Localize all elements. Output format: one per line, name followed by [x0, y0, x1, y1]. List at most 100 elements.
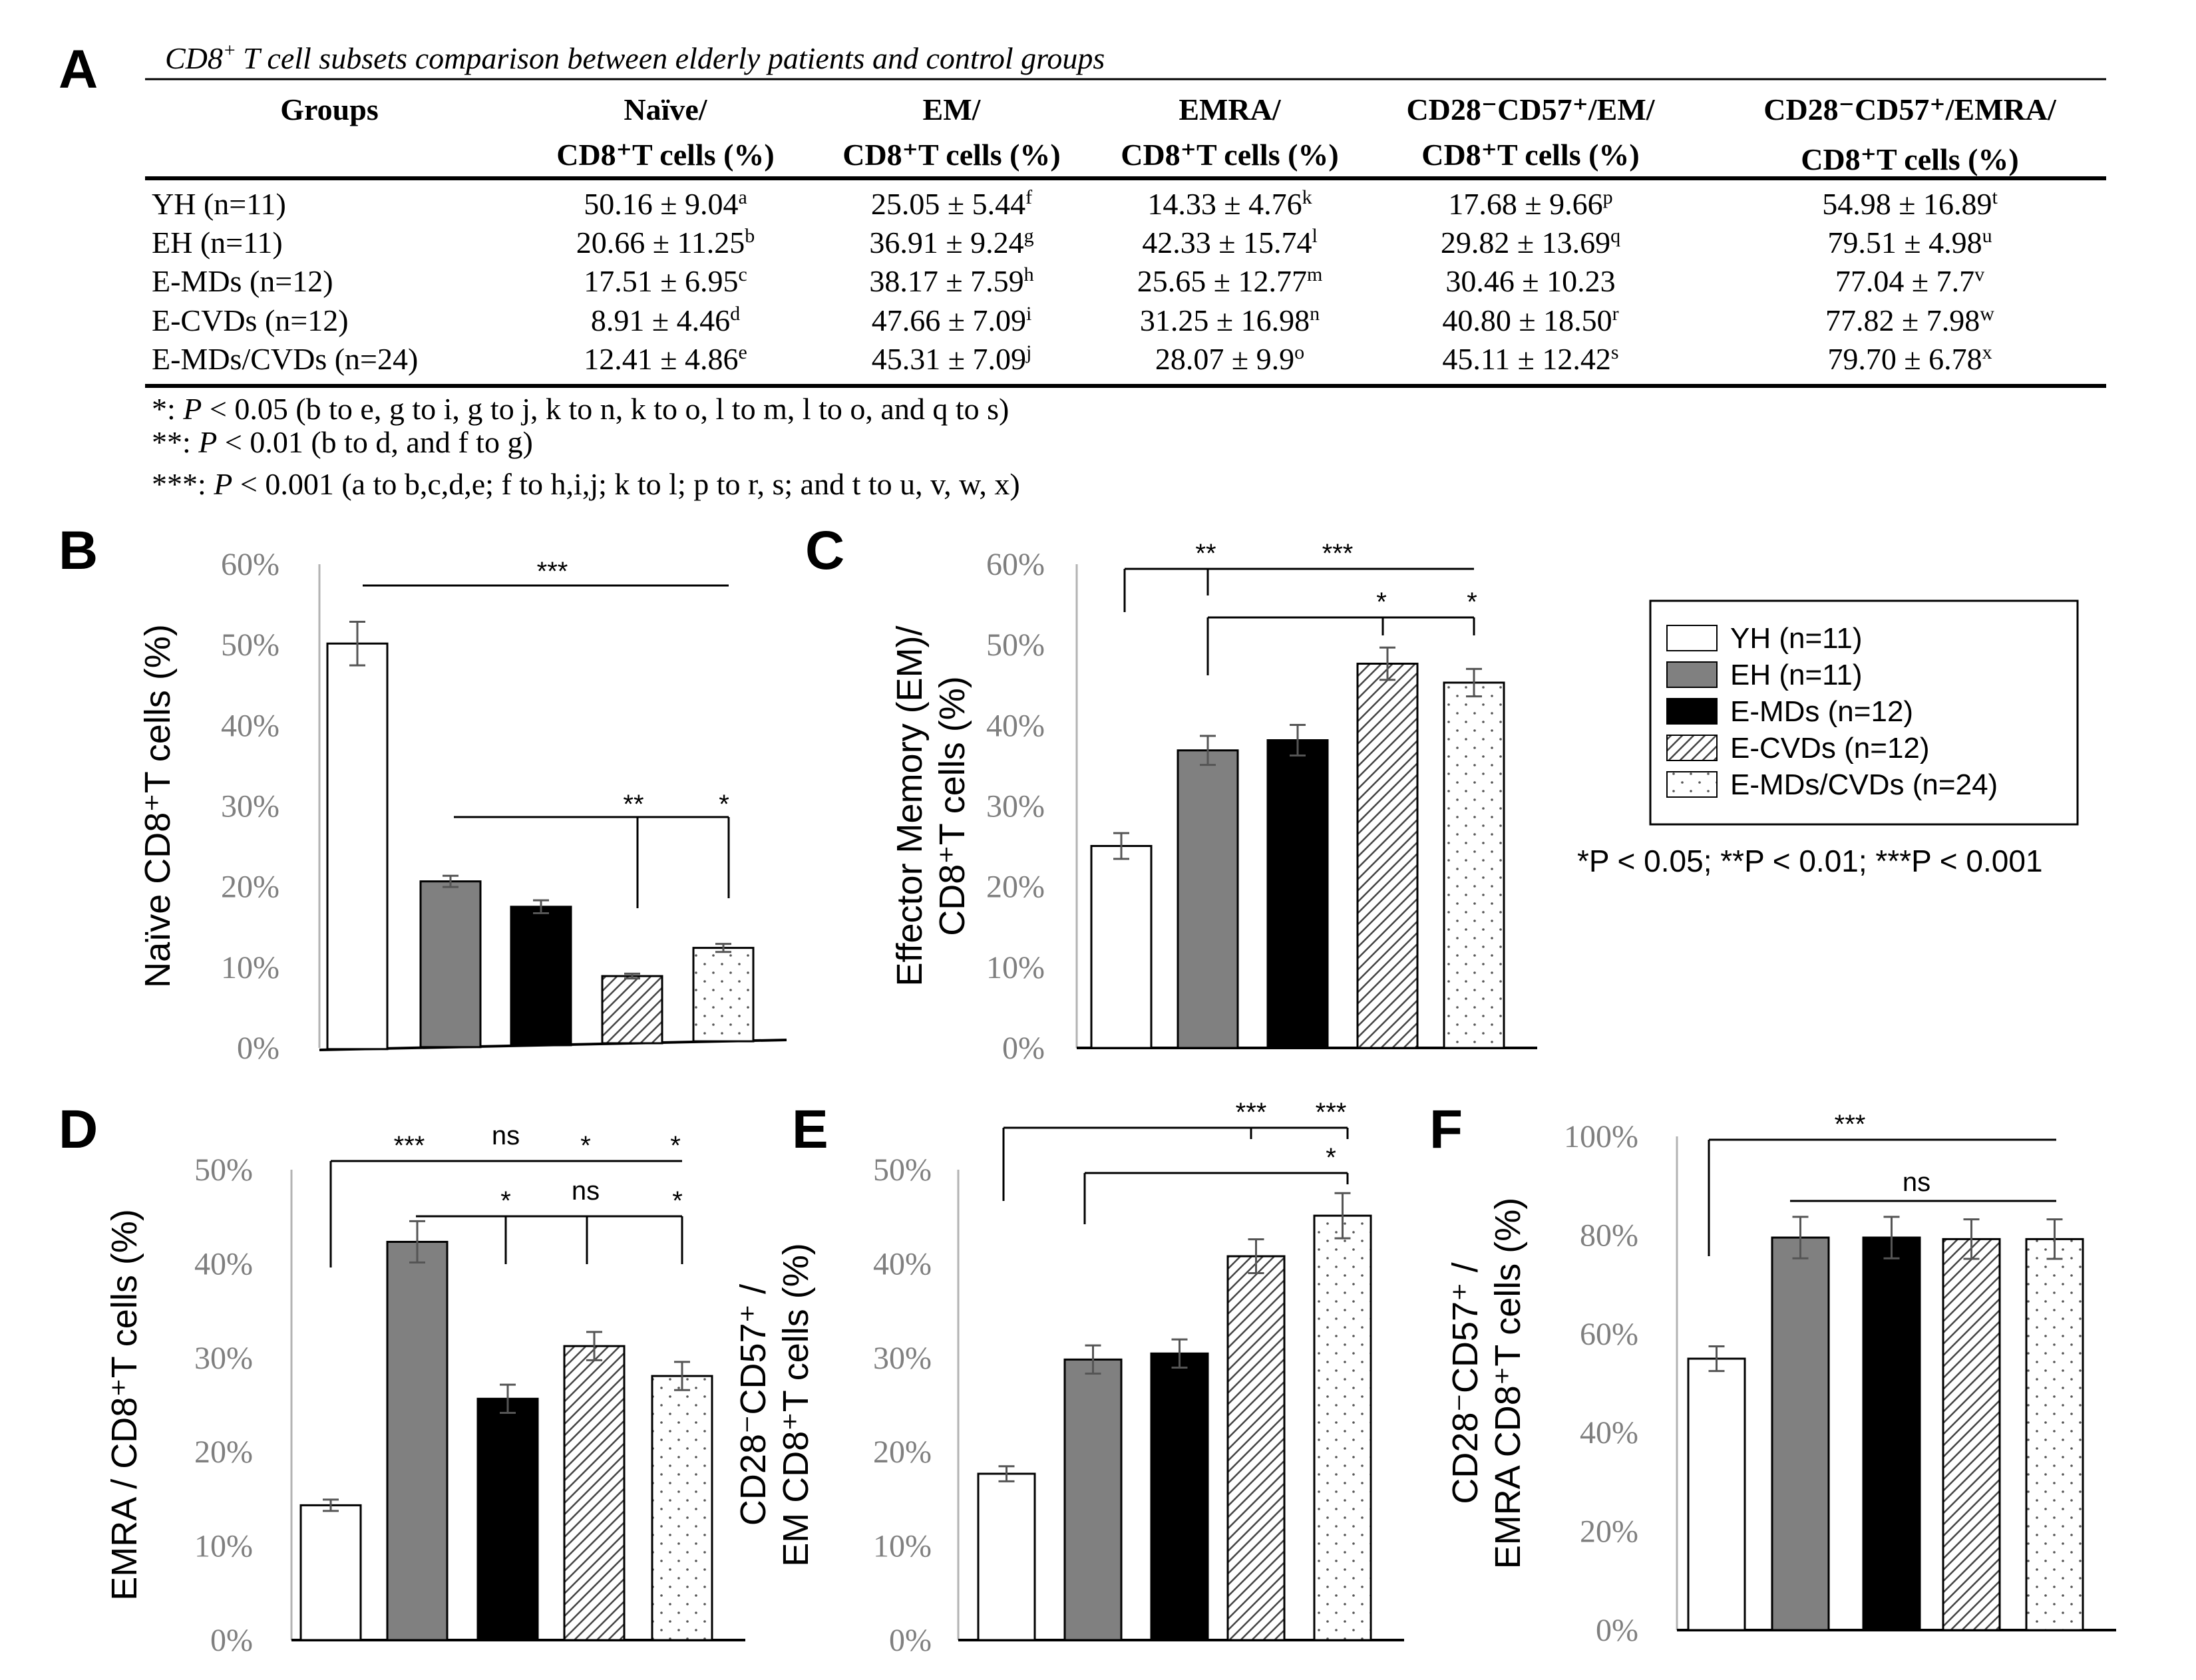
legend-swatch: [1666, 661, 1718, 688]
sig-c-2: ***: [1322, 539, 1354, 568]
bar-d-4: [563, 1345, 626, 1641]
y-axis-title: CD28⁻CD57⁺ /EM CD8⁺T cells (%): [733, 1243, 816, 1567]
table-cell: 38.17 ± 7.59h: [869, 263, 1033, 298]
y-tick-label: 0%: [210, 1623, 253, 1658]
chart-emra: 0% 10% 20% 30% 40% 50% EMRA / CD8⁺T cells (%): [104, 1152, 745, 1658]
y-tick-label: 10%: [986, 950, 1045, 985]
table-header: Groups Naïve/ CD8⁺T cells (%) EM/ CD8⁺T …: [280, 92, 2057, 176]
table-cell: 45.11 ± 12.42s: [1442, 341, 1618, 376]
table-cell: 40.80 ± 18.50r: [1442, 303, 1618, 337]
table-cell: 79.51 ± 4.98u: [1827, 225, 1992, 259]
bar-c-5: [1443, 681, 1505, 1049]
y-tick-label: 20%: [1580, 1514, 1638, 1550]
sig-d-1: ***: [394, 1131, 425, 1160]
table-cell: 45.31 ± 7.09j: [872, 341, 1032, 376]
table-cell: 25.65 ± 12.77m: [1137, 263, 1323, 298]
legend-label: E-MDs/CVDs (n=24): [1730, 768, 1998, 801]
table-cell: 54.98 ± 16.89t: [1822, 186, 1998, 221]
table-cell: 36.91 ± 9.24g: [869, 225, 1033, 259]
sig-b-1: ***: [537, 557, 568, 586]
sig-d-5: *: [500, 1186, 511, 1216]
legend-box: [1649, 599, 2079, 826]
header-cd28emra-l2: CD8⁺T cells (%): [1801, 142, 2019, 176]
panel-label-c: C: [805, 520, 844, 581]
table-cell: 31.25 ± 16.98n: [1140, 303, 1320, 337]
table-cell: 42.33 ± 15.74l: [1142, 225, 1318, 259]
bar-c-2: [1177, 749, 1239, 1049]
sig-e-3: *: [1326, 1143, 1336, 1172]
sig-d-6: ns: [572, 1176, 600, 1206]
significance-note: *P < 0.05; **P < 0.01; ***P < 0.001: [1577, 844, 2043, 878]
table-cell: 47.66 ± 7.09i: [872, 303, 1032, 337]
legend: YH (n=11) EH (n=11) E-MDs (n=12) E-CVDs (n=…: [1577, 599, 2079, 878]
bar-c-4: [1356, 663, 1419, 1049]
table-cell: 20.66 ± 11.25b: [576, 225, 755, 259]
header-em-l2: CD8⁺T cells (%): [842, 138, 1061, 172]
sig-d-2: ns: [492, 1121, 520, 1150]
bar-e-5: [1313, 1214, 1372, 1641]
table-row-group: E-CVDs (n=12): [152, 303, 349, 337]
header-naive-l2: CD8⁺T cells (%): [556, 138, 775, 172]
sig-f-2: ns: [1903, 1168, 1930, 1197]
y-tick-label: 50%: [873, 1152, 932, 1188]
bar-b-5: [692, 947, 755, 1043]
sig-b-3: *: [719, 790, 729, 819]
y-tick-label: 40%: [194, 1246, 253, 1281]
table-cell: 77.82 ± 7.98w: [1825, 303, 1994, 337]
table-cell: 50.16 ± 9.04a: [584, 186, 747, 221]
sig-c-4: *: [1467, 588, 1477, 617]
header-naive-l1: Naïve/: [624, 92, 707, 126]
sig-d-3: *: [580, 1131, 591, 1160]
y-tick-label: 0%: [1002, 1031, 1045, 1066]
chart-cd28-em: 0% 10% 20% 30% 40% 50% CD28⁻CD57⁺ /EM CD8⁺T ce…: [733, 1152, 1404, 1658]
y-tick-label: 20%: [194, 1434, 253, 1470]
table-cell: 30.46 ± 10.23: [1445, 264, 1615, 298]
chart-cd28-emra: 0% 20% 40% 60% 80% 100% CD28⁻CD57⁺ /EMRA CD8⁺T…: [1445, 1119, 2116, 1648]
header-emra-l2: CD8⁺T cells (%): [1121, 138, 1339, 172]
y-tick-label: 50%: [986, 627, 1045, 663]
header-emra-l1: EMRA/: [1179, 92, 1282, 126]
sig-e-1: ***: [1236, 1098, 1267, 1127]
table-cell: 77.04 ± 7.7v: [1835, 263, 1984, 298]
panel-label-d: D: [59, 1099, 98, 1160]
bar-b-4: [601, 975, 663, 1045]
bar-e-3: [1150, 1352, 1209, 1641]
y-tick-label: 30%: [986, 789, 1045, 824]
header-cd28em-l2: CD8⁺T cells (%): [1421, 138, 1640, 172]
table-cell: 17.68 ± 9.66p: [1448, 186, 1612, 221]
y-tick-label: 20%: [221, 870, 279, 905]
y-tick-label: 40%: [873, 1246, 932, 1281]
legend-swatch: [1666, 735, 1718, 761]
y-tick-label: 20%: [873, 1434, 932, 1470]
table-footnotes: *: P < 0.05 (b to e, g to i, g to j, k t…: [152, 392, 1020, 501]
header-cd28em-l1: CD28⁻CD57⁺/EM/: [1406, 92, 1655, 126]
bar-d-2: [386, 1240, 449, 1641]
y-tick-label: 30%: [873, 1341, 932, 1376]
legend-swatch: [1666, 625, 1718, 651]
significance-annotations: *** ** * ** *** * * *** ns * * * ns *: [329, 539, 2056, 1267]
y-axis-title: Naïve CD8⁺T cells (%): [138, 624, 178, 988]
y-tick-label: 10%: [194, 1529, 253, 1564]
y-axis-title: CD28⁻CD57⁺ /EMRA CD8⁺T cells (%): [1445, 1198, 1528, 1570]
table-cell: 79.70 ± 6.78x: [1827, 341, 1992, 376]
sig-f-1: ***: [1835, 1110, 1866, 1139]
y-axis-title: Effector Memory (EM)/CD8⁺T cells (%): [890, 625, 972, 986]
panel-label-b: B: [59, 520, 98, 581]
panel-a: A CD8+ T cell subsets comparison between …: [59, 39, 2106, 501]
sig-e-2: ***: [1316, 1098, 1347, 1127]
bar-b-3: [510, 906, 572, 1047]
panel-label-e: E: [792, 1099, 828, 1160]
footnote-2: **: P < 0.01 (b to d, and f to g): [152, 425, 533, 459]
bar-c-3: [1266, 739, 1329, 1049]
legend-label: YH (n=11): [1730, 622, 1863, 655]
bar-e-4: [1226, 1255, 1286, 1641]
bar-e-1: [977, 1472, 1036, 1641]
table-cell: 14.33 ± 4.76k: [1147, 186, 1312, 221]
header-em-l1: EM/: [923, 92, 982, 126]
chart-effector-memory: 0% 10% 20% 30% 40% 50% 60% Effector Memory (EM)…: [890, 547, 1537, 1066]
sig-d-7: *: [672, 1186, 683, 1216]
y-axis-title: EMRA / CD8⁺T cells (%): [104, 1209, 144, 1601]
bar-f-2: [1771, 1236, 1830, 1631]
table-row-group: YH (n=11): [152, 187, 286, 221]
